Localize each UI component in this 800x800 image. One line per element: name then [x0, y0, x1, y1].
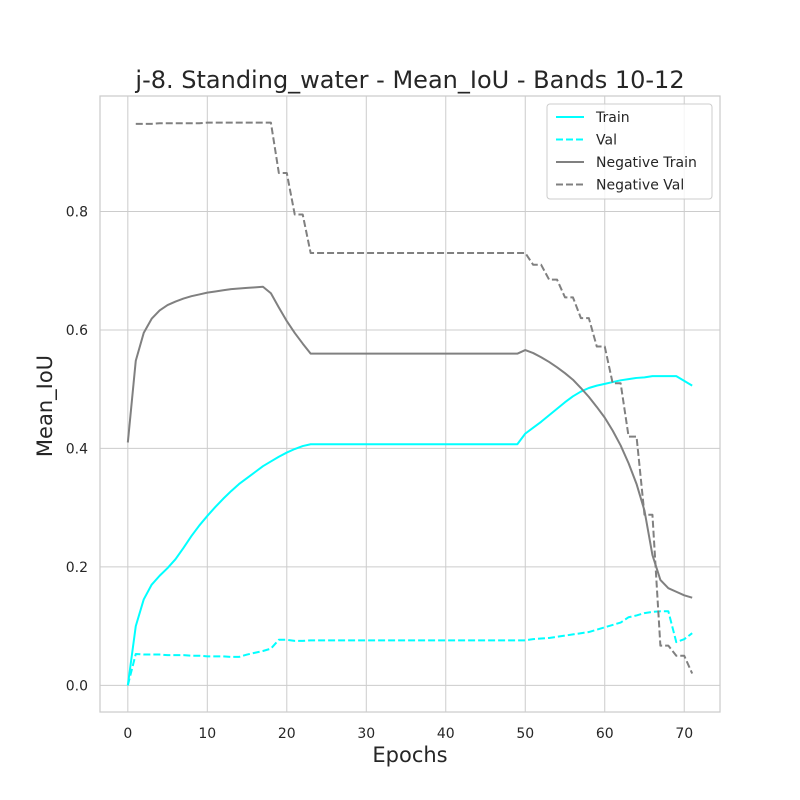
plot-area-frame [99, 95, 721, 713]
series-line-val [126, 610, 693, 686]
x-axis-ticks: 0 10 20 30 40 50 60 70 [123, 726, 693, 742]
legend-box [546, 103, 713, 200]
series-lines [126, 121, 694, 686]
chart-title: j-8. Standing_water - Mean_IoU - Bands 1… [134, 66, 684, 94]
legend-label-negative-train: Negative Train [596, 155, 697, 171]
series-line-train [126, 375, 693, 686]
x-tick-label: 20 [278, 726, 296, 742]
y-tick-label: 0.8 [66, 205, 88, 221]
legend-label-train: Train [595, 110, 630, 126]
x-tick-label: 50 [516, 726, 534, 742]
legend-label-negative-val: Negative Val [596, 178, 684, 194]
y-axis-ticks: 0.0 0.2 0.4 0.6 0.8 [66, 205, 88, 695]
y-axis-label: Mean_IoU [33, 355, 58, 457]
y-tick-label: 0.4 [66, 441, 88, 457]
x-axis-label: Epochs [372, 743, 447, 767]
x-tick-label: 70 [675, 726, 693, 742]
y-tick-label: 0.6 [66, 323, 88, 339]
legend: Train Val Negative Train Negative Val [546, 103, 713, 200]
x-tick-label: 0 [123, 726, 132, 742]
x-tick-label: 60 [596, 726, 614, 742]
series-line-negative-train [126, 285, 693, 599]
x-tick-label: 40 [437, 726, 455, 742]
y-tick-label: 0.0 [66, 678, 88, 694]
x-tick-label: 10 [198, 726, 216, 742]
series-line-negative-val [135, 121, 694, 674]
y-tick-label: 0.2 [66, 560, 88, 576]
x-tick-label: 30 [357, 726, 375, 742]
legend-label-val: Val [596, 133, 617, 149]
